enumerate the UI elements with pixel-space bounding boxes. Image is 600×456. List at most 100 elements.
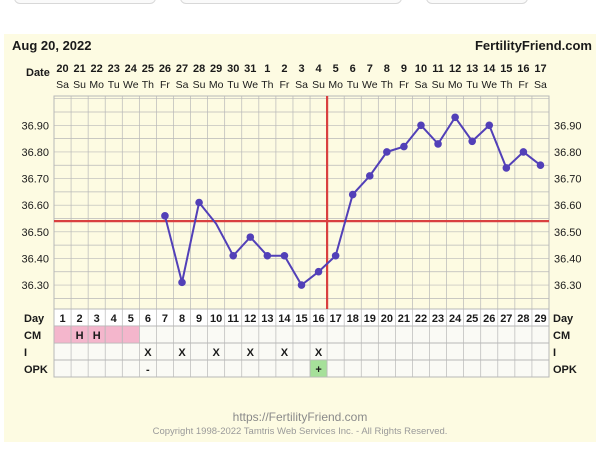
date-label: 12 bbox=[449, 63, 461, 75]
day-number: 27 bbox=[500, 313, 512, 325]
day-number: 14 bbox=[278, 313, 291, 325]
intercourse-mark: X bbox=[178, 347, 186, 359]
temperature-point bbox=[331, 251, 340, 260]
row-label-right-cm: CM bbox=[553, 330, 570, 342]
y-tick-label-right: 36.40 bbox=[554, 253, 582, 265]
cm-cell bbox=[104, 325, 123, 344]
weekday-label: Tu bbox=[466, 79, 478, 91]
day-number: 22 bbox=[415, 313, 427, 325]
temperature-point bbox=[195, 198, 203, 207]
temperature-point bbox=[451, 113, 459, 122]
row-label-day: Day bbox=[24, 313, 45, 325]
weekday-label: Su bbox=[193, 79, 206, 91]
temperature-point bbox=[314, 267, 323, 276]
day-number: 9 bbox=[196, 313, 202, 325]
date-label: 5 bbox=[333, 63, 339, 75]
date-label: 30 bbox=[227, 63, 239, 75]
weekday-label: We bbox=[123, 79, 139, 91]
date-label: 11 bbox=[432, 63, 444, 75]
weekday-label: Th bbox=[142, 79, 154, 91]
date-label: 27 bbox=[176, 63, 188, 75]
day-number: 1 bbox=[59, 313, 65, 325]
site-name[interactable]: FertilityFriend.com bbox=[474, 38, 592, 53]
weekday-label: Sa bbox=[56, 79, 69, 91]
opk-result: - bbox=[146, 364, 150, 376]
weekday-label: Sa bbox=[295, 79, 308, 91]
weekday-label: We bbox=[243, 79, 259, 91]
row-label-right-i: I bbox=[553, 347, 556, 359]
day-number: 17 bbox=[330, 313, 342, 325]
cm-value: H bbox=[76, 330, 84, 342]
y-tick-label-right: 36.80 bbox=[554, 147, 582, 159]
temperature-point bbox=[485, 121, 494, 130]
temperature-point bbox=[280, 251, 289, 260]
day-number: 25 bbox=[466, 313, 478, 325]
weekday-label: Sa bbox=[415, 79, 428, 91]
weekday-label: Su bbox=[312, 79, 325, 91]
temperature-point bbox=[434, 140, 442, 148]
cm-value: H bbox=[93, 330, 101, 342]
temperature-point bbox=[365, 172, 374, 180]
temperature-point bbox=[178, 278, 186, 287]
weekday-label: Mo bbox=[448, 79, 463, 91]
day-number: 7 bbox=[162, 313, 168, 325]
cm-cell bbox=[121, 325, 140, 344]
date-label: 13 bbox=[466, 63, 478, 75]
row-i bbox=[53, 342, 550, 361]
day-number: 2 bbox=[77, 313, 83, 325]
y-tick-label-right: 36.60 bbox=[554, 200, 582, 212]
row-label-opk: OPK bbox=[24, 364, 48, 376]
day-number: 29 bbox=[534, 313, 546, 325]
date-row-label: Date bbox=[26, 67, 50, 79]
weekday-label: Fr bbox=[160, 79, 170, 91]
day-number: 13 bbox=[261, 313, 273, 325]
day-number: 20 bbox=[381, 313, 393, 325]
y-tick-label-left: 36.50 bbox=[21, 227, 49, 239]
weekday-label: Tu bbox=[227, 79, 239, 91]
y-tick-label-left: 36.90 bbox=[21, 120, 49, 132]
y-tick-label-left: 36.30 bbox=[21, 280, 49, 292]
day-number: 12 bbox=[244, 313, 256, 325]
temperature-point bbox=[536, 161, 545, 170]
day-number: 28 bbox=[517, 313, 529, 325]
row-opk bbox=[53, 359, 550, 378]
chart-date: Aug 20, 2022 bbox=[12, 38, 92, 53]
date-label: 22 bbox=[91, 63, 103, 75]
weekday-label: Th bbox=[261, 79, 273, 91]
weekday-label: Tu bbox=[347, 79, 359, 91]
weekday-label: Th bbox=[500, 79, 512, 91]
temperature-point bbox=[263, 251, 272, 260]
temperature-point bbox=[400, 142, 408, 151]
day-number: 16 bbox=[312, 313, 324, 325]
day-number: 11 bbox=[227, 313, 239, 325]
footer-copyright: Copyright 1998-2022 Tamtris Web Services… bbox=[152, 426, 448, 437]
weekday-label: Mo bbox=[89, 79, 104, 91]
y-tick-label-left: 36.80 bbox=[21, 147, 49, 159]
footer-url[interactable]: https://FertilityFriend.com bbox=[232, 410, 368, 424]
date-label: 23 bbox=[108, 63, 120, 75]
weekday-label: Sa bbox=[534, 79, 547, 91]
date-label: 26 bbox=[159, 63, 171, 75]
date-label: 28 bbox=[193, 63, 205, 75]
temperature-point bbox=[468, 137, 476, 146]
intercourse-mark: X bbox=[247, 347, 255, 359]
date-label: 6 bbox=[350, 63, 356, 75]
y-tick-label-right: 36.30 bbox=[554, 280, 582, 292]
weekday-label: Th bbox=[381, 79, 393, 91]
date-label: 24 bbox=[125, 63, 138, 75]
temperature-point bbox=[246, 233, 255, 241]
day-number: 26 bbox=[483, 313, 495, 325]
plot-area bbox=[53, 95, 550, 310]
date-label: 21 bbox=[73, 63, 85, 75]
row-label-right-opk: OPK bbox=[553, 364, 577, 376]
weekday-label: We bbox=[362, 79, 378, 91]
weekday-label: Mo bbox=[209, 79, 224, 91]
day-number: 4 bbox=[111, 313, 118, 325]
intercourse-mark: X bbox=[212, 347, 220, 359]
day-number: 5 bbox=[128, 313, 134, 325]
y-tick-label-right: 36.50 bbox=[554, 227, 582, 239]
day-number: 21 bbox=[398, 313, 410, 325]
weekday-label: We bbox=[481, 79, 497, 91]
temperature-point bbox=[161, 212, 169, 220]
